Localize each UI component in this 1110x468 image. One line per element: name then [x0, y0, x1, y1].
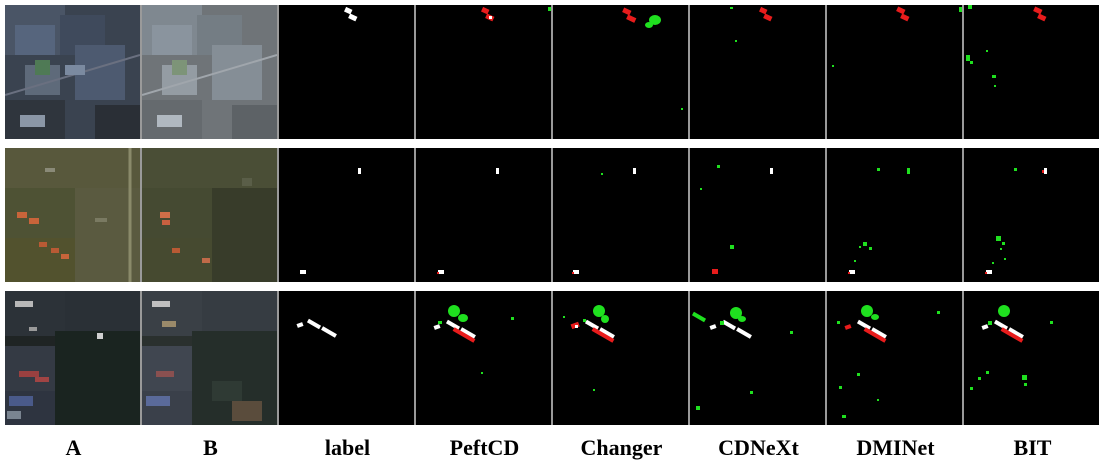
changer-mask-1 — [553, 5, 688, 139]
column-label-label: label — [324, 435, 371, 460]
column-label-cdnext: CDNeXt — [718, 435, 799, 460]
separator — [688, 5, 690, 139]
separator — [825, 148, 827, 282]
sample-row-3 — [5, 291, 1103, 425]
cdnext-mask-1 — [690, 5, 825, 139]
image-b-3 — [142, 291, 277, 425]
cdnext-mask-2 — [690, 148, 825, 282]
column-labels: A B label PeftCD Changer CDNeXt DMINet B… — [5, 428, 1103, 468]
changer-mask-2 — [553, 148, 688, 282]
label-mask-1 — [279, 5, 414, 139]
label-mask-3 — [279, 291, 414, 425]
separator — [414, 5, 416, 139]
separator — [551, 291, 553, 425]
peftcd-mask-2 — [416, 148, 551, 282]
image-a-2 — [5, 148, 140, 282]
changer-mask-3 — [553, 291, 688, 425]
separator — [551, 148, 553, 282]
separator — [277, 291, 279, 425]
bit-mask-3 — [964, 291, 1099, 425]
separator — [140, 5, 142, 139]
separator — [551, 5, 553, 139]
dminet-mask-3 — [827, 291, 962, 425]
column-label-dminet: DMINet — [856, 435, 935, 460]
separator — [140, 148, 142, 282]
comparison-grid — [5, 5, 1103, 425]
column-label-bit: BIT — [1013, 435, 1052, 460]
separator — [140, 291, 142, 425]
label-mask-2 — [279, 148, 414, 282]
separator — [962, 148, 964, 282]
dminet-mask-1 — [827, 5, 962, 139]
separator — [825, 291, 827, 425]
column-label-changer: Changer — [580, 435, 663, 460]
dminet-mask-2 — [827, 148, 962, 282]
separator — [962, 5, 964, 139]
separator — [962, 291, 964, 425]
separator — [825, 5, 827, 139]
separator — [688, 148, 690, 282]
image-b-1 — [142, 5, 277, 139]
peftcd-mask-1 — [416, 5, 551, 139]
column-label-a: A — [65, 435, 82, 460]
image-b-2 — [142, 148, 277, 282]
separator — [688, 291, 690, 425]
sample-row-1 — [5, 5, 1103, 139]
separator — [414, 148, 416, 282]
peftcd-mask-3 — [416, 291, 551, 425]
separator — [277, 148, 279, 282]
separator — [277, 5, 279, 139]
separator — [414, 291, 416, 425]
image-a-1 — [5, 5, 140, 139]
bit-mask-2 — [964, 148, 1099, 282]
column-label-b: B — [203, 435, 218, 460]
bit-mask-1 — [964, 5, 1099, 139]
image-a-3 — [5, 291, 140, 425]
cdnext-mask-3 — [690, 291, 825, 425]
sample-row-2 — [5, 148, 1103, 282]
column-label-peftcd: PeftCD — [449, 435, 520, 460]
